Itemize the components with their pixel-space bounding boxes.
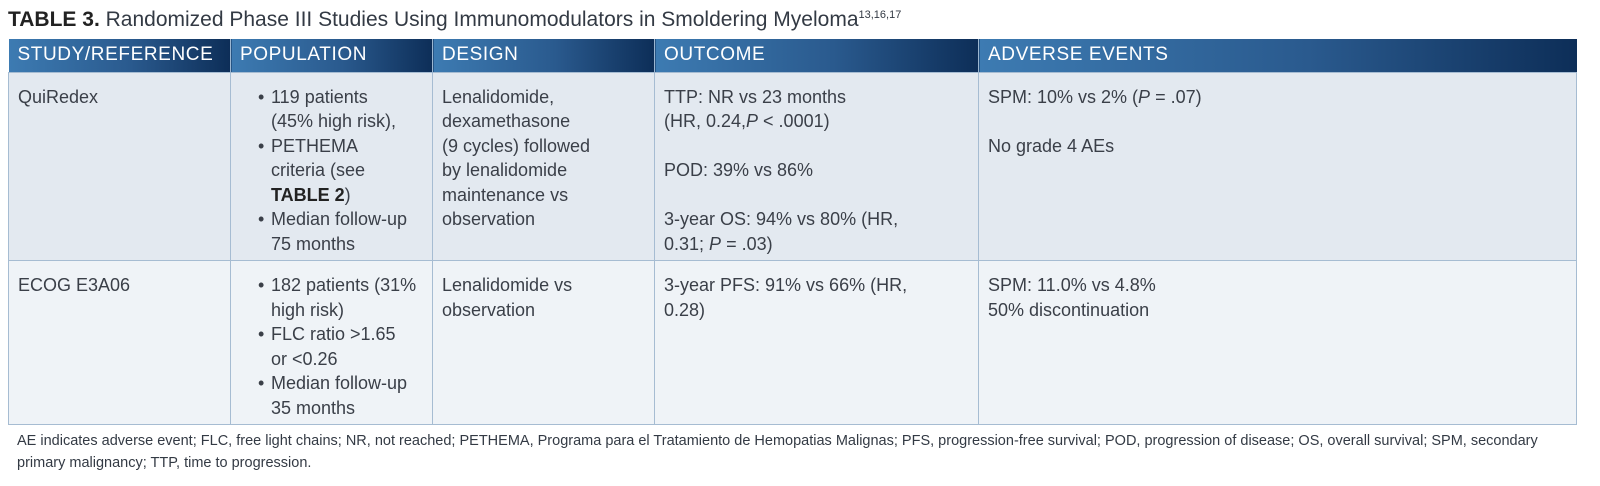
os-result: 3-year OS: 94% vs 80% (HR, <box>664 209 899 229</box>
list-item: 182 patients (31% high risk) <box>258 273 423 322</box>
study-name: ECOG E3A06 <box>18 275 131 295</box>
studies-table: STUDY/REFERENCE POPULATION DESIGN OUTCOM… <box>8 39 1577 425</box>
table-title: TABLE 3. Randomized Phase III Studies Us… <box>8 8 901 32</box>
table-label: TABLE 3. <box>8 8 100 31</box>
design-cell: Lenalidomide vs observation <box>432 260 655 425</box>
population-list: 182 patients (31% high risk) FLC ratio >… <box>240 273 423 420</box>
population-cell: 182 patients (31% high risk) FLC ratio >… <box>230 260 433 425</box>
table-row: ECOG E3A06 182 patients (31% high risk) … <box>8 260 1577 425</box>
list-item: Median follow-up 35 months <box>258 371 423 420</box>
header-row: STUDY/REFERENCE POPULATION DESIGN OUTCOM… <box>8 39 1577 72</box>
col-header-outcome: OUTCOME <box>654 39 979 72</box>
col-header-design: DESIGN <box>432 39 655 72</box>
outcome-cell: 3-year PFS: 91% vs 66% (HR, 0.28) <box>654 260 979 425</box>
table-row: QuiRedex 119 patients (45% high risk), P… <box>8 71 1577 261</box>
pod-result: POD: 39% vs 86% <box>664 160 814 180</box>
table-reference: TABLE 2 <box>271 184 345 205</box>
adverse-events-cell: SPM: 10% vs 2% (P = .07) No grade 4 AEs <box>978 71 1577 261</box>
outcome-cell: TTP: NR vs 23 months (HR, 0.24,P < .0001… <box>654 71 979 261</box>
reference-superscript: 13,16,17 <box>858 9 902 21</box>
population-cell: 119 patients (45% high risk), PETHEMA cr… <box>230 71 433 261</box>
col-header-population: POPULATION <box>230 39 433 72</box>
study-cell: QuiRedex <box>8 71 231 261</box>
ttp-result: TTP: NR vs 23 months <box>664 86 847 107</box>
list-item: PETHEMA criteria (see TABLE 2) <box>258 134 423 208</box>
design-cell: Lenalidomide, dexamethasone (9 cycles) f… <box>432 71 655 261</box>
study-cell: ECOG E3A06 <box>8 260 231 425</box>
col-header-study: STUDY/REFERENCE <box>8 39 231 72</box>
population-list: 119 patients (45% high risk), PETHEMA cr… <box>240 85 423 257</box>
adverse-events-cell: SPM: 11.0% vs 4.8% 50% discontinuation <box>978 260 1577 425</box>
table-footnote: AE indicates adverse event; FLC, free li… <box>17 433 1538 471</box>
table-caption: Randomized Phase III Studies Using Immun… <box>105 8 859 31</box>
col-header-adverse-events: ADVERSE EVENTS <box>978 39 1577 72</box>
study-name: QuiRedex <box>18 86 99 107</box>
list-item: 119 patients (45% high risk), <box>258 85 423 134</box>
list-item: FLC ratio >1.65 or <0.26 <box>258 322 423 371</box>
list-item: Median follow-up 75 months <box>258 207 423 256</box>
